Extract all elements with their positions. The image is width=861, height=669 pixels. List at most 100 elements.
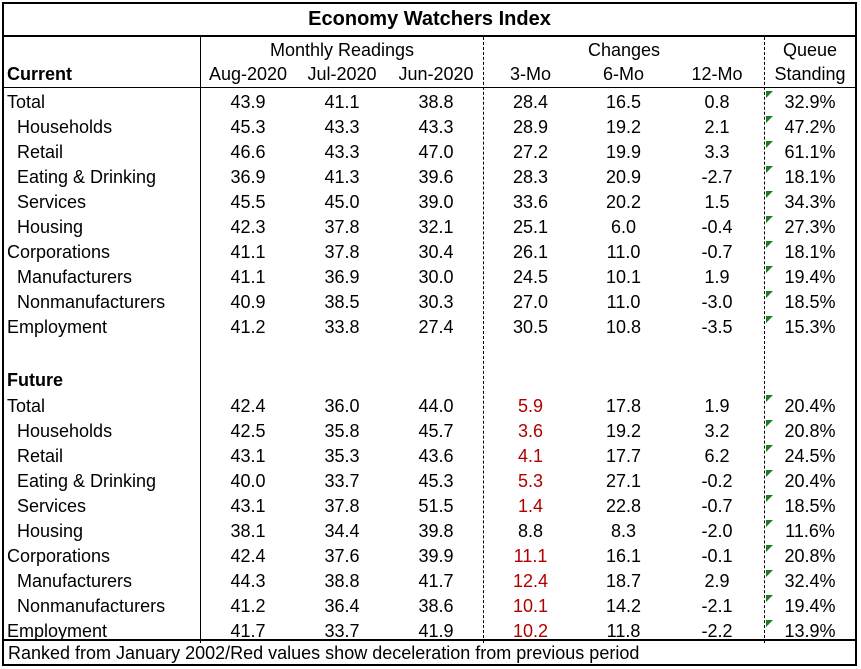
queue-standing-cell: 34.3% xyxy=(784,192,836,212)
value-cell: -0.7 xyxy=(701,242,733,262)
value-cell: 30.3 xyxy=(418,292,454,312)
value-cell: -3.5 xyxy=(701,317,733,337)
value-cell: 41.9 xyxy=(418,621,454,641)
value-cell: 33.7 xyxy=(324,621,360,641)
value-cell: 43.6 xyxy=(418,446,454,466)
comment-marker-icon xyxy=(766,545,773,552)
queue-standing-cell: 47.2% xyxy=(784,117,836,137)
row-label: Manufacturers xyxy=(17,571,133,591)
value-cell: 51.5 xyxy=(418,496,454,516)
value-cell: 36.9 xyxy=(324,267,360,287)
table-footnote: Ranked from January 2002/Red values show… xyxy=(4,639,855,664)
value-cell: 41.3 xyxy=(324,167,360,187)
value-cell: 43.3 xyxy=(418,117,454,137)
value-cell: 11.0 xyxy=(606,292,641,312)
value-cell: 5.3 xyxy=(517,471,544,491)
queue-header-line1: Queue xyxy=(782,40,838,60)
value-cell: 17.7 xyxy=(605,446,642,466)
row-label: Employment xyxy=(7,621,108,641)
value-cell: 1.5 xyxy=(704,192,730,212)
value-cell: -2.1 xyxy=(701,596,733,616)
queue-standing-cell: 32.4% xyxy=(784,571,836,591)
comment-marker-icon xyxy=(766,166,773,173)
value-cell: 43.1 xyxy=(230,446,266,466)
value-cell: 41.1 xyxy=(230,267,266,287)
row-label: Corporations xyxy=(7,242,111,262)
value-cell: 10.1 xyxy=(605,267,642,287)
queue-standing-cell: 11.6% xyxy=(785,521,835,541)
queue-standing-cell: 19.4% xyxy=(784,596,836,616)
value-cell: -2.7 xyxy=(701,167,733,187)
value-cell: 43.3 xyxy=(324,142,360,162)
value-cell: 10.8 xyxy=(605,317,642,337)
value-cell: 28.3 xyxy=(512,167,549,187)
value-cell: 6.2 xyxy=(704,446,730,466)
value-cell: 14.2 xyxy=(605,596,642,616)
value-cell: 27.2 xyxy=(512,142,549,162)
value-cell: 43.1 xyxy=(230,496,266,516)
value-cell: 38.8 xyxy=(418,92,454,112)
value-cell: 35.3 xyxy=(324,446,360,466)
comment-marker-icon xyxy=(766,395,773,402)
value-cell: 33.6 xyxy=(512,192,549,212)
value-cell: 30.0 xyxy=(418,267,454,287)
value-cell: 4.1 xyxy=(517,446,544,466)
queue-standing-cell: 20.4% xyxy=(784,471,836,491)
column-header-12-mo: 12-Mo xyxy=(691,64,743,84)
divider-label-col xyxy=(200,37,201,643)
value-cell: 41.1 xyxy=(324,92,360,112)
comment-marker-icon xyxy=(766,141,773,148)
value-cell: 2.1 xyxy=(704,117,730,137)
value-cell: 45.5 xyxy=(230,192,266,212)
value-cell: 26.1 xyxy=(512,242,549,262)
value-cell: -0.7 xyxy=(701,496,733,516)
row-label: Retail xyxy=(17,142,64,162)
queue-standing-cell: 20.8% xyxy=(784,546,836,566)
column-header-6-mo: 6-Mo xyxy=(602,64,644,84)
value-cell: 20.9 xyxy=(605,167,642,187)
value-cell: 45.3 xyxy=(230,117,266,137)
column-header-aug-2020: Aug-2020 xyxy=(208,64,288,84)
table-title: Economy Watchers Index xyxy=(4,4,855,37)
value-cell: 32.1 xyxy=(418,217,454,237)
value-cell: -0.2 xyxy=(701,471,733,491)
value-cell: 10.2 xyxy=(512,621,549,641)
value-cell: 20.2 xyxy=(605,192,642,212)
value-cell: 33.7 xyxy=(324,471,360,491)
queue-standing-cell: 13.9% xyxy=(784,621,836,641)
section-label-current: Current xyxy=(7,64,73,84)
value-cell: 43.3 xyxy=(324,117,360,137)
value-cell: 24.5 xyxy=(512,267,549,287)
value-cell: 39.6 xyxy=(418,167,454,187)
comment-marker-icon xyxy=(766,241,773,248)
queue-standing-cell: 18.1% xyxy=(784,167,836,187)
value-cell: 27.1 xyxy=(605,471,642,491)
value-cell: -2.0 xyxy=(701,521,733,541)
queue-header-line2: Standing xyxy=(774,64,846,84)
comment-marker-icon xyxy=(766,116,773,123)
value-cell: 18.7 xyxy=(605,571,642,591)
comment-marker-icon xyxy=(766,470,773,477)
value-cell: 3.2 xyxy=(704,421,730,441)
changes-header: Changes xyxy=(587,40,661,60)
value-cell: 37.8 xyxy=(324,242,360,262)
value-cell: 28.9 xyxy=(512,117,549,137)
header-divider xyxy=(4,87,855,88)
value-cell: 36.9 xyxy=(230,167,266,187)
value-cell: 2.9 xyxy=(704,571,730,591)
row-label: Services xyxy=(17,192,87,212)
value-cell: 36.4 xyxy=(324,596,360,616)
value-cell: 38.1 xyxy=(230,521,266,541)
queue-standing-cell: 61.1% xyxy=(784,142,836,162)
value-cell: 42.4 xyxy=(230,396,266,416)
value-cell: 19.9 xyxy=(605,142,642,162)
value-cell: -2.2 xyxy=(701,621,733,641)
value-cell: 38.5 xyxy=(324,292,360,312)
value-cell: 41.2 xyxy=(230,596,266,616)
row-label: Services xyxy=(17,496,87,516)
queue-standing-cell: 20.4% xyxy=(784,396,836,416)
value-cell: 10.1 xyxy=(512,596,549,616)
value-cell: 0.8 xyxy=(704,92,730,112)
value-cell: 45.3 xyxy=(418,471,454,491)
